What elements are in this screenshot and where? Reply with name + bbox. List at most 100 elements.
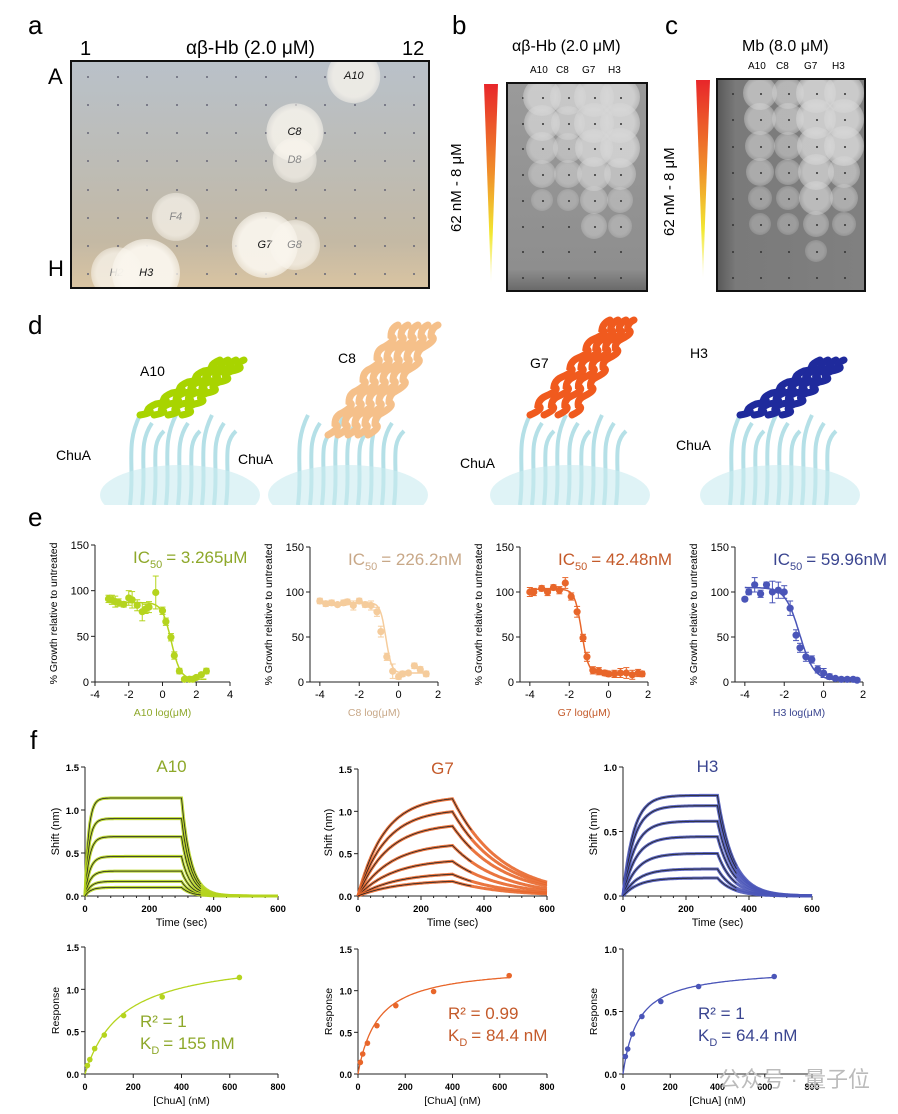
well-dot [594,225,596,228]
y-axis-label: Shift (nm) [588,808,600,856]
x-tick-label: 400 [710,1082,725,1092]
x-tick-label: -4 [525,689,535,701]
data-point [349,601,357,610]
chart-title: A10 [156,757,186,776]
y-tick-label: 1.0 [604,763,617,774]
y-tick-label: 0 [723,677,729,689]
structure-row: A10 ChuA C8 ChuA G7 ChuA H3 ChuA [0,315,898,505]
well-dot [844,198,846,201]
y-axis-label: % Growth relative to untreated [263,543,275,685]
well-dot [732,250,734,253]
panel-letter-e: e [28,502,43,532]
sensorgram-fit [357,873,472,897]
sensorgram-trace [83,885,278,898]
data-point [333,601,342,609]
well-dot [522,251,524,254]
well-dot [86,188,89,191]
target-label: ChuA [676,437,712,453]
well-dot [205,244,208,247]
sensorgram-fit [357,845,472,897]
sensorgram-fit [84,870,201,897]
well-dot [175,104,178,107]
y-axis-label: Response [50,987,62,1034]
y-tick-label: 100 [711,587,729,599]
well-dot [760,119,762,122]
well-dot [760,250,762,253]
x-tick-label: 0 [82,904,87,915]
well-dot [413,216,416,219]
well-dot [816,198,818,201]
data-point [622,1053,629,1060]
sensorgram-fit [357,811,472,897]
well-dot [205,132,208,135]
plate-c-column-labels: A10 C8 G7 H3 [746,61,858,75]
binder-helix [540,316,622,419]
panel-letter-f: f [30,725,38,755]
data-point [561,579,569,587]
x-tick-label: 200 [126,1082,141,1092]
panel-letter-d: d [28,310,43,340]
well-dot [568,251,570,254]
gradient-label-b: 62 nM - 8 μM [448,143,465,232]
well-dot [413,76,416,79]
well-dot [175,76,178,79]
target-label: ChuA [56,447,92,463]
ic50-chart-a10: 0 50 100 150 -4 -2 0 2 4 % Growth relative to unt… [48,540,247,719]
ic50-annotation: IC50 = 226.2nM [348,550,462,573]
x-tick-label: 2 [193,689,199,701]
ic50-charts: 0 50 100 150 -4 -2 0 2 4 % Growth relative to unt… [48,540,887,719]
binder-label: C8 [338,350,356,366]
data-point [741,595,749,603]
well-dot [522,174,524,177]
bli-charts: 0.0 0.5 1.0 1.5 0 200 400 600 Shift (nm) Time (se… [50,757,820,1107]
x-tick-label: 0 [355,904,360,915]
well-dot [294,188,297,191]
binder-helix [178,356,248,419]
x-tick-label: 200 [678,904,694,915]
well-dot [732,198,734,201]
sensorgram-fit [622,820,737,897]
well-dot [788,119,790,122]
well-dot [788,171,790,174]
well-dot [116,132,119,135]
well-dot [620,174,622,177]
data-point [322,600,330,608]
well-dot [116,104,119,107]
x-tick-label: 600 [492,1082,507,1092]
x-tick-label: 0 [82,1082,87,1092]
well-dot [264,160,267,163]
protein-structure-g7 [490,316,650,505]
well-dot [594,251,596,254]
y-axis-label: Response [323,988,335,1035]
well-dot [235,272,238,275]
well-dot [732,93,734,96]
r-squared-annotation: R² = 1 [140,1012,187,1031]
x-tick-label: 800 [804,1082,819,1092]
well-dot [620,199,622,202]
protein-structure-h3 [700,356,860,505]
fit-curve [108,601,207,680]
binder-helix [324,321,402,439]
well-dot [205,76,208,79]
kd-annotation: KD = 64.4 nM [698,1026,797,1049]
well-dot [324,160,327,163]
kd-annotation: KD = 155 nM [140,1034,235,1057]
y-tick-label: 1.0 [604,945,617,955]
y-tick-label: 0.0 [66,892,79,903]
data-point [84,1062,91,1069]
y-tick-label: 50 [292,632,304,644]
data-point [128,596,136,604]
fit-curve [357,976,510,1075]
well-dot [86,216,89,219]
binder-helix [334,321,412,439]
well-dot [235,160,238,163]
well-dot [235,188,238,191]
data-point [359,1051,366,1057]
x-axis-label: Time (sec) [427,917,479,929]
data-point [658,998,664,1005]
well-dot [205,160,208,163]
well-dot [568,225,570,228]
sensorgram-trace [621,804,812,898]
plate-b-column-labels: A10 C8 G7 H3 [530,65,640,79]
sensorgram-fit [357,798,472,897]
